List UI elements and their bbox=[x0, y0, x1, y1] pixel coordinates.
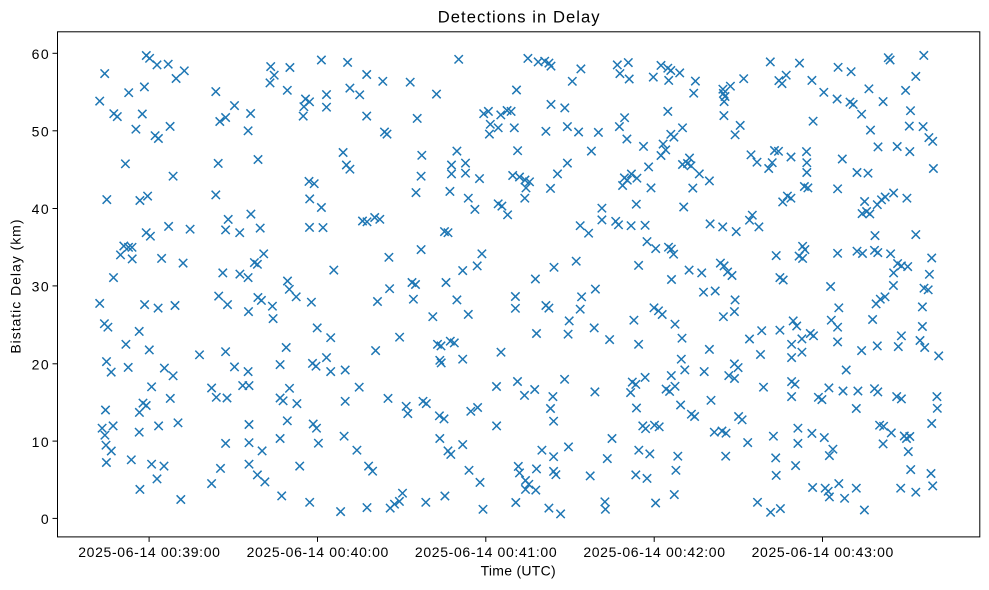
svg-text:10: 10 bbox=[32, 434, 51, 450]
svg-text:Detections in Delay: Detections in Delay bbox=[438, 8, 601, 27]
svg-text:60: 60 bbox=[32, 46, 51, 62]
svg-text:Time (UTC): Time (UTC) bbox=[481, 562, 556, 578]
svg-text:20: 20 bbox=[32, 357, 51, 373]
svg-text:0: 0 bbox=[41, 511, 50, 527]
svg-text:2025-06-14 00:41:00: 2025-06-14 00:41:00 bbox=[415, 544, 557, 560]
svg-text:30: 30 bbox=[32, 279, 51, 295]
svg-text:2025-06-14 00:40:00: 2025-06-14 00:40:00 bbox=[247, 544, 389, 560]
svg-text:Bistatic Delay (km): Bistatic Delay (km) bbox=[8, 219, 24, 354]
svg-text:50: 50 bbox=[32, 124, 51, 140]
svg-text:2025-06-14 00:43:00: 2025-06-14 00:43:00 bbox=[752, 544, 894, 560]
svg-text:2025-06-14 00:39:00: 2025-06-14 00:39:00 bbox=[78, 544, 220, 560]
svg-text:40: 40 bbox=[32, 201, 51, 217]
svg-text:2025-06-14 00:42:00: 2025-06-14 00:42:00 bbox=[583, 544, 725, 560]
